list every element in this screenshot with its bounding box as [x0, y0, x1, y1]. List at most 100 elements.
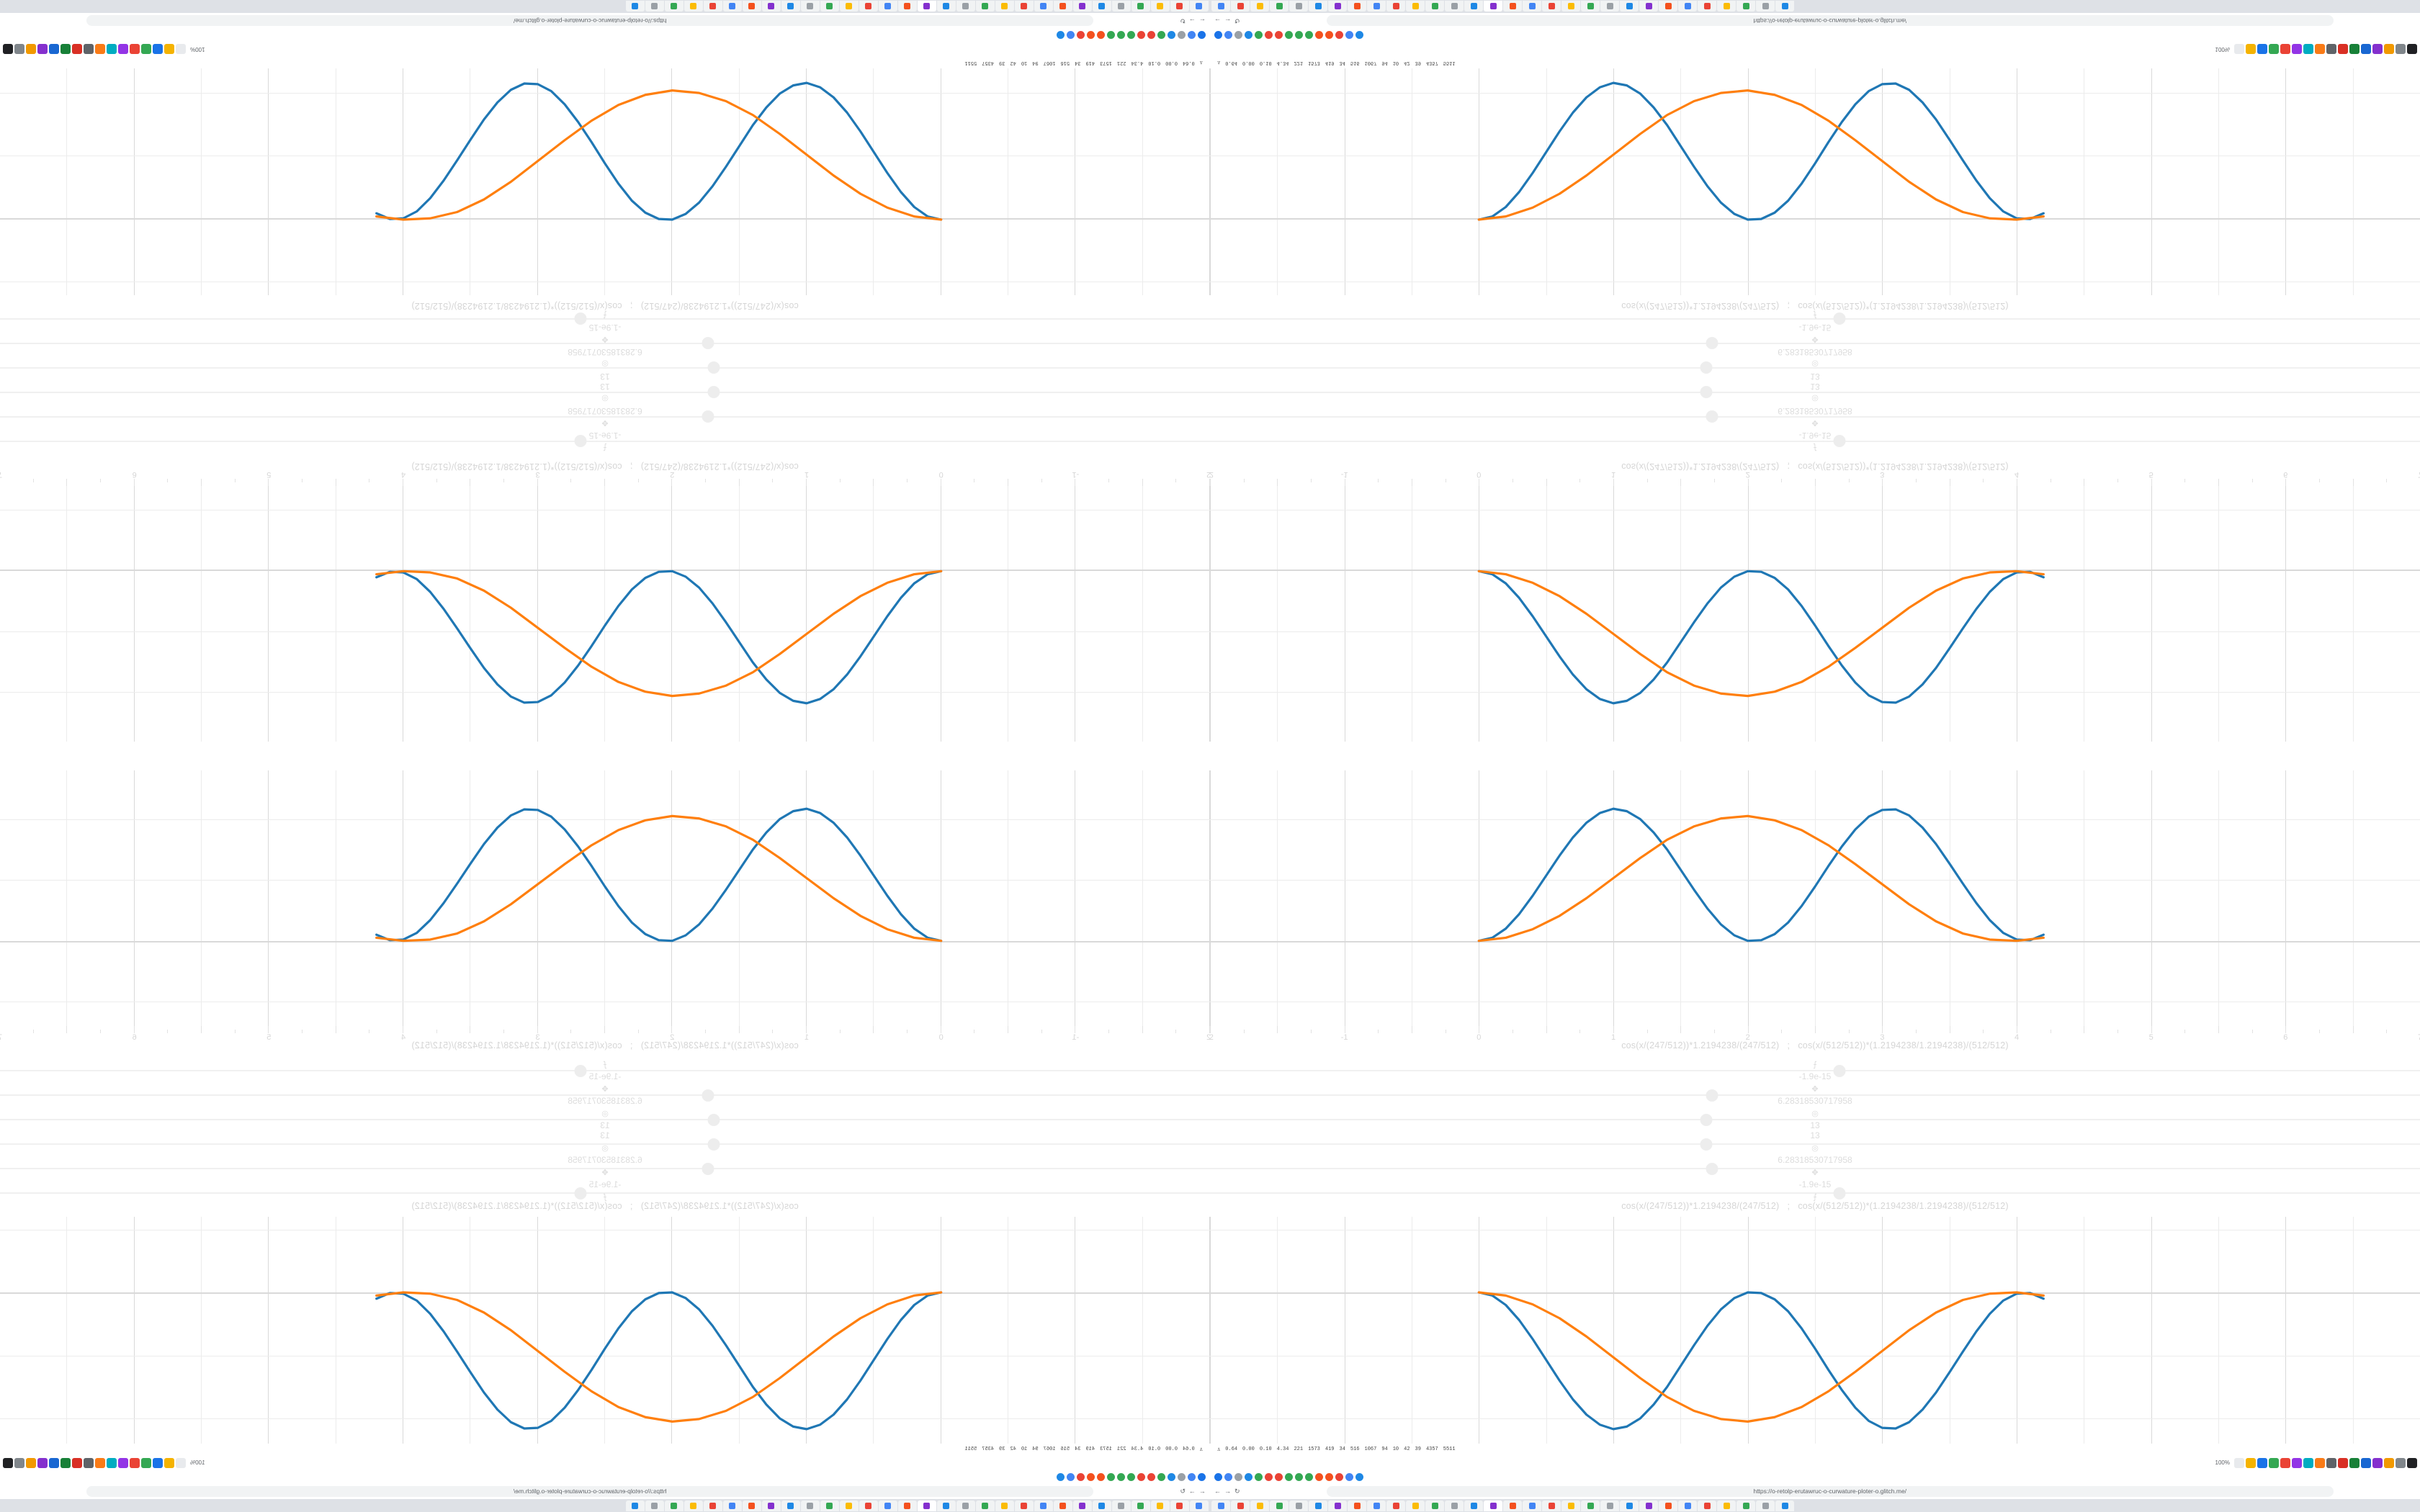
browser-tab[interactable] — [1464, 1, 1483, 12]
network-icon[interactable] — [1057, 31, 1065, 40]
browser-tab[interactable] — [762, 1500, 781, 1511]
browser-tab[interactable] — [995, 1, 1014, 12]
browser-tab[interactable] — [1231, 1, 1250, 12]
browser-tab[interactable] — [1328, 1, 1347, 12]
browser-tab[interactable] — [1231, 1500, 1250, 1511]
star-icon[interactable] — [2396, 44, 2406, 55]
browser-tab[interactable] — [1503, 1, 1522, 12]
browser-tab[interactable] — [937, 1, 956, 12]
slider-period[interactable]: 6.28318530717958 ✥ — [1210, 1083, 2420, 1107]
browser-tab[interactable] — [1445, 1, 1464, 12]
drive-icon[interactable] — [1224, 31, 1232, 40]
browser-tab[interactable] — [898, 1500, 917, 1511]
shield-icon[interactable] — [2234, 44, 2244, 55]
back-arrow-icon[interactable] — [2384, 1457, 2394, 1468]
upload-icon[interactable] — [49, 44, 59, 55]
browser-tab[interactable] — [704, 1, 722, 12]
forward-arrow-icon[interactable]: → — [1224, 17, 1231, 24]
slider-denominator[interactable]: 13 ◎ — [0, 356, 1210, 382]
browser-tab[interactable] — [1717, 1, 1736, 12]
browser-tab[interactable] — [1775, 1, 1794, 12]
back-arrow-icon[interactable]: ← — [1199, 17, 1206, 24]
google-g-icon[interactable] — [1147, 31, 1155, 40]
plus-icon[interactable] — [107, 1457, 117, 1468]
translate-icon[interactable] — [72, 44, 82, 55]
browser-tab[interactable] — [1015, 1500, 1034, 1511]
browser-tab[interactable] — [1151, 1, 1170, 12]
mail-icon[interactable] — [1198, 1472, 1206, 1481]
browser-tab[interactable] — [1034, 1, 1053, 12]
gear-icon[interactable] — [95, 1457, 105, 1468]
browser-tab[interactable] — [1503, 1500, 1522, 1511]
browser-tab[interactable] — [626, 1, 645, 12]
browser-tab[interactable] — [1093, 1, 1111, 12]
google-g-icon[interactable] — [1295, 31, 1303, 40]
browser-tab[interactable] — [879, 1, 897, 12]
compass-icon[interactable] — [1255, 31, 1263, 40]
google-g-icon[interactable] — [1335, 31, 1343, 40]
reader-icon[interactable] — [3, 1457, 13, 1468]
slider-amplitude[interactable]: 6.28318530717958 ✥ — [0, 1155, 1210, 1181]
shield-icon[interactable] — [176, 1457, 186, 1468]
browser-tab[interactable] — [1348, 1, 1366, 12]
palette-icon[interactable] — [60, 1457, 71, 1468]
slider-track[interactable] — [0, 441, 1210, 442]
lock-icon[interactable] — [2257, 1457, 2267, 1468]
browser-tab[interactable] — [1639, 1500, 1658, 1511]
browser-tab[interactable] — [762, 1, 781, 12]
browser-tab[interactable] — [645, 1, 664, 12]
browser-tab[interactable] — [820, 1, 839, 12]
browser-tab[interactable] — [1211, 1, 1230, 12]
browser-tab[interactable] — [626, 1500, 645, 1511]
gear-orange-icon[interactable] — [1087, 1472, 1095, 1481]
browser-tab[interactable] — [801, 1500, 820, 1511]
browser-tab[interactable] — [1367, 1500, 1386, 1511]
browser-tab[interactable] — [1678, 1, 1697, 12]
slider-offset[interactable]: -1.9e-15 ⨍ — [1210, 1179, 2420, 1205]
slider-numerator[interactable]: 13 ◎ — [1210, 1107, 2420, 1132]
browser-tab[interactable] — [1698, 1, 1716, 12]
browser-tab[interactable] — [1639, 1, 1658, 12]
slider-phase[interactable]: -1.9e-15 ⨍ — [0, 1058, 1210, 1083]
browser-tab[interactable] — [1581, 1500, 1600, 1511]
plus-icon[interactable] — [107, 44, 117, 55]
browser-tab[interactable] — [1348, 1500, 1366, 1511]
reload-icon[interactable]: ↻ — [1234, 1487, 1240, 1495]
browser-tab[interactable] — [1698, 1500, 1716, 1511]
browser-tab[interactable] — [1523, 1500, 1541, 1511]
browser-tab[interactable] — [1112, 1, 1131, 12]
browser-tab[interactable] — [1736, 1, 1755, 12]
google-g-icon[interactable] — [1137, 31, 1145, 40]
block-icon[interactable] — [130, 44, 140, 55]
lock-icon[interactable] — [153, 1457, 163, 1468]
star-icon[interactable] — [2396, 1457, 2406, 1468]
browser-tab[interactable] — [976, 1500, 995, 1511]
back-arrow-icon[interactable] — [26, 44, 36, 55]
gear-orange-icon[interactable] — [1325, 1472, 1333, 1481]
browser-tab[interactable] — [1464, 1500, 1483, 1511]
google-g-icon[interactable] — [1147, 1472, 1155, 1481]
drive-icon[interactable] — [1188, 1472, 1196, 1481]
slider-denominator[interactable]: 13 ◎ — [1210, 1130, 2420, 1156]
star-icon[interactable] — [14, 44, 24, 55]
forward-arrow-icon[interactable]: → — [1224, 1488, 1231, 1495]
browser-tab[interactable] — [1425, 1, 1444, 12]
browser-tab[interactable] — [1386, 1, 1405, 12]
download-arrow-icon[interactable] — [2292, 1457, 2302, 1468]
browser-tab[interactable] — [1131, 1, 1150, 12]
slider-denominator[interactable]: 13 ◎ — [0, 1130, 1210, 1156]
browser-tab[interactable] — [743, 1500, 761, 1511]
palette-icon[interactable] — [2349, 44, 2360, 55]
reload-icon[interactable] — [2372, 44, 2383, 55]
browser-tab[interactable] — [1170, 1500, 1189, 1511]
browser-tab[interactable] — [1581, 1, 1600, 12]
browser-tab[interactable] — [1289, 1, 1308, 12]
slider-period[interactable]: 6.28318530717958 ✥ — [0, 405, 1210, 429]
trash-icon[interactable] — [2269, 1457, 2279, 1468]
slider-thumb[interactable] — [1700, 1114, 1713, 1126]
translate-icon[interactable] — [2338, 44, 2348, 55]
slider-phase[interactable]: -1.9e-15 ⨍ — [1210, 1058, 2420, 1083]
browser-tab[interactable] — [995, 1500, 1014, 1511]
slider-track[interactable] — [1210, 1192, 2420, 1194]
browser-tab[interactable] — [1190, 1, 1209, 12]
